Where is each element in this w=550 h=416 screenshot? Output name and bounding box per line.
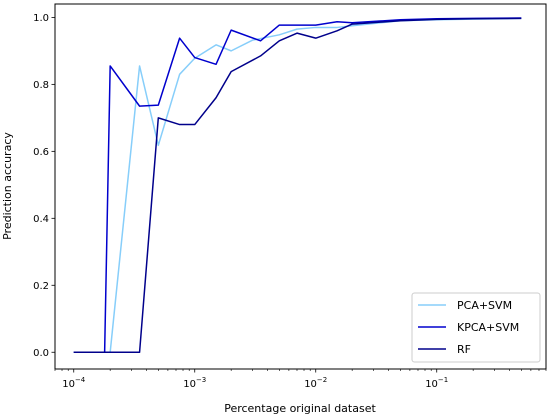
y-tick-label: 0.8 <box>33 80 49 91</box>
legend: PCA+SVM KPCA+SVM RF <box>411 292 541 363</box>
series-lines <box>73 17 522 354</box>
x-tick-label: 10−2 <box>304 376 327 390</box>
x-tick-label: 10−4 <box>62 376 86 390</box>
x-axis-label: Percentage original dataset <box>224 402 376 415</box>
legend-box <box>411 292 541 363</box>
legend-label: PCA+SVM <box>457 299 512 312</box>
series-line-1 <box>73 17 522 354</box>
x-axis-ticks: 10−4 10−3 10−2 10−1 <box>54 369 547 390</box>
y-axis-label: Prediction accuracy <box>1 132 14 240</box>
x-tick-label: 10−1 <box>425 376 448 390</box>
y-tick-label: 0.4 <box>33 214 49 225</box>
y-axis-ticks: 0.0 0.2 0.4 0.6 0.8 1.0 <box>33 13 55 359</box>
plot-frame <box>54 3 547 370</box>
y-tick-label: 0.2 <box>33 281 49 292</box>
legend-label: RF <box>457 343 471 356</box>
legend-label: KPCA+SVM <box>457 321 519 334</box>
x-tick-label: 10−3 <box>183 376 206 390</box>
y-tick-label: 0.0 <box>33 348 49 359</box>
y-tick-label: 0.6 <box>33 147 49 158</box>
y-tick-label: 1.0 <box>33 13 49 24</box>
series-line-2 <box>73 17 522 354</box>
